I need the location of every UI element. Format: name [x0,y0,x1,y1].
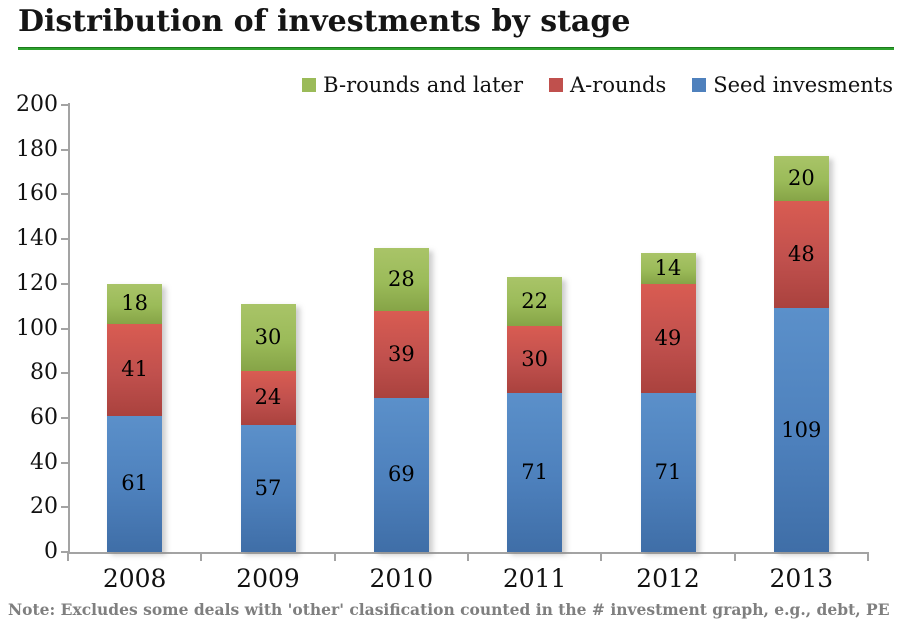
x-axis-category-label: 2011 [502,564,567,593]
bar-segment-2011-seed-invesments: 71 [507,393,563,552]
y-axis-tick [61,282,68,285]
legend-label: B-rounds and later [323,73,524,97]
y-axis-tick [61,238,68,241]
data-label: 30 [254,324,282,349]
bar-segment-2013-seed-invesments: 109 [773,308,829,552]
legend-item-b-rounds-and-later: B-rounds and later [302,73,523,97]
y-axis-tick [61,506,68,509]
x-axis-category-label: 2012 [636,564,700,593]
legend-label: Seed invesments [713,73,893,97]
y-axis-tick-label: 20 [30,494,58,520]
bar-segment-2009-seed-invesments: 57 [240,424,296,552]
data-label: 109 [781,417,822,442]
bar-segment-2009-a-rounds: 24 [240,370,296,425]
bar-segment-2012-seed-invesments: 71 [640,393,696,552]
y-axis-tick-label: 120 [16,270,58,296]
y-axis-tick-label: 60 [30,404,58,430]
y-axis-tick [61,327,68,330]
data-label: 71 [654,460,682,485]
bar-2012: 14 49 71 [640,252,696,552]
y-axis-tick-label: 180 [16,136,58,162]
data-label: 57 [254,475,282,500]
bar-segment-2012-a-rounds: 49 [640,283,696,394]
data-label: 49 [654,326,682,351]
data-label: 41 [121,357,149,382]
legend-swatch-icon [302,78,317,92]
y-axis-tick [61,148,68,151]
data-label: 69 [387,462,415,487]
bar-2010: 28 39 69 [373,248,429,552]
legend-swatch-icon [549,78,564,92]
x-axis-category-label: 2013 [769,564,834,593]
data-label: 30 [521,347,549,372]
x-axis-tick [333,552,336,561]
x-axis-tick [200,552,203,561]
bar-segment-2010-b-rounds-and-later: 28 [373,248,429,311]
bar-segment-2013-a-rounds: 48 [773,201,829,309]
page-title: Distribution of investments by stage [18,4,631,39]
bar-segment-2011-b-rounds-and-later: 22 [507,277,563,327]
footnote: Note: Excludes some deals with 'other' c… [8,600,890,619]
y-axis-tick [61,551,68,553]
y-axis-tick [61,104,68,106]
bar-segment-2013-b-rounds-and-later: 20 [773,156,829,202]
x-axis-category-label: 2008 [102,564,167,593]
title-underline-rule [18,47,894,50]
bar-segment-2011-a-rounds: 30 [507,326,563,394]
bar-segment-2012-b-rounds-and-later: 14 [640,252,696,284]
bar-segment-2009-b-rounds-and-later: 30 [240,303,296,371]
legend-label: A-rounds [570,73,667,97]
data-label: 14 [654,255,682,280]
y-axis-tick-label: 100 [16,315,58,341]
data-label: 48 [787,242,815,267]
y-axis-tick-label: 0 [44,539,58,564]
bar-2011: 22 30 71 [507,277,563,552]
y-axis-tick-label: 80 [30,360,58,386]
bar-segment-2010-seed-invesments: 69 [373,397,429,552]
data-label: 71 [521,460,549,485]
y-axis-tick [61,461,68,464]
data-label: 39 [387,341,415,366]
chart-legend: B-rounds and later A-rounds Seed invesment… [302,73,893,97]
data-label: 24 [254,385,282,410]
bar-2008: 18 41 61 [107,283,163,552]
y-axis-tick-label: 200 [16,92,58,117]
y-axis-tick-label: 140 [16,226,58,252]
bar-segment-2008-b-rounds-and-later: 18 [107,283,163,325]
y-axis-tick-label: 160 [16,181,58,207]
x-axis-tick [467,552,469,561]
x-axis-tick [600,552,603,561]
data-label: 61 [121,471,149,496]
y-axis-tick-label: 40 [30,449,58,475]
y-axis-tick [61,416,68,419]
y-axis-line [68,103,70,554]
legend-item-a-rounds: A-rounds [549,73,666,97]
legend-swatch-icon [692,78,707,92]
bar-segment-2008-a-rounds: 41 [107,324,163,416]
data-label: 28 [387,266,415,291]
legend-item-seed-invesments: Seed invesments [692,73,893,97]
x-axis-category-label: 2009 [236,564,300,593]
x-axis-tick [867,552,869,561]
y-axis-tick [61,193,68,196]
data-label: 18 [121,291,149,316]
data-label: 22 [521,289,549,314]
x-axis-tick [733,552,736,561]
bar-2009: 30 24 57 [240,303,296,552]
y-axis-tick [61,372,68,375]
x-axis-category-label: 2010 [369,564,434,593]
data-label: 20 [787,166,815,191]
bar-segment-2008-seed-invesments: 61 [107,415,163,552]
bar-2013: 20 48 109 [773,156,829,552]
x-axis-tick [67,552,69,561]
bar-segment-2010-a-rounds: 39 [373,310,429,398]
